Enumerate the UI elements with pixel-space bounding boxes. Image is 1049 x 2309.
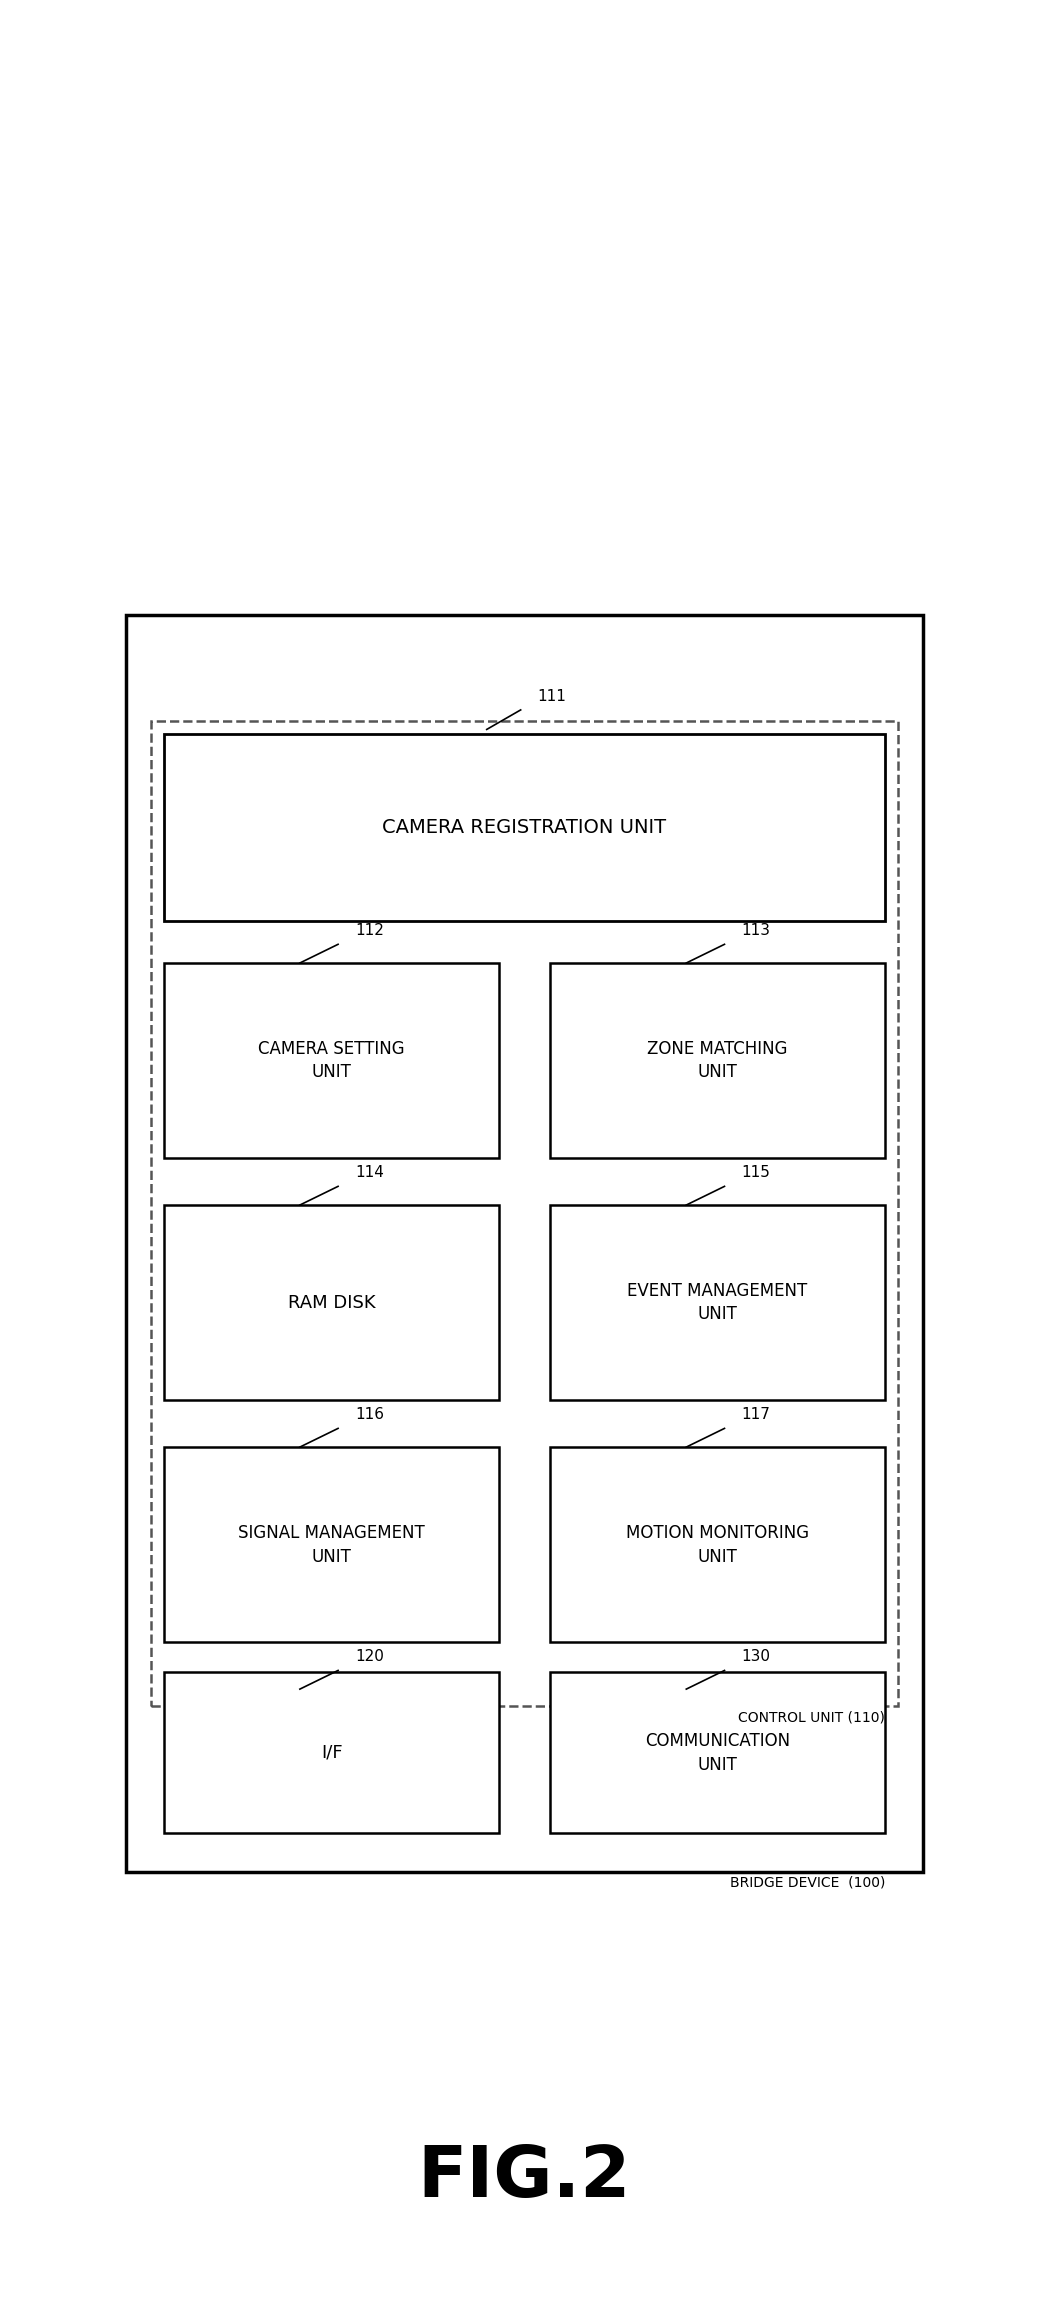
- Bar: [164, 963, 499, 1159]
- Text: 112: 112: [355, 924, 384, 937]
- Text: COMMUNICATION
UNIT: COMMUNICATION UNIT: [645, 1732, 790, 1773]
- Text: 130: 130: [742, 1649, 770, 1665]
- Text: CAMERA SETTING
UNIT: CAMERA SETTING UNIT: [258, 1039, 405, 1081]
- Text: 115: 115: [742, 1164, 770, 1180]
- Text: EVENT MANAGEMENT
UNIT: EVENT MANAGEMENT UNIT: [627, 1281, 808, 1323]
- Bar: [550, 1448, 885, 1642]
- Text: SIGNAL MANAGEMENT
UNIT: SIGNAL MANAGEMENT UNIT: [238, 1524, 425, 1566]
- Text: 116: 116: [355, 1406, 384, 1422]
- Bar: [550, 1205, 885, 1399]
- Text: RAM DISK: RAM DISK: [287, 1293, 376, 1312]
- Text: 117: 117: [742, 1406, 770, 1422]
- Text: ZONE MATCHING
UNIT: ZONE MATCHING UNIT: [647, 1039, 788, 1081]
- Text: 120: 120: [355, 1649, 384, 1665]
- Text: CAMERA REGISTRATION UNIT: CAMERA REGISTRATION UNIT: [383, 817, 666, 836]
- Text: I/F: I/F: [321, 1743, 343, 1762]
- Text: CONTROL UNIT (110): CONTROL UNIT (110): [738, 1711, 885, 1725]
- Bar: [164, 1448, 499, 1642]
- Text: 114: 114: [355, 1164, 384, 1180]
- Bar: [164, 734, 885, 921]
- Text: 111: 111: [538, 688, 566, 704]
- Text: FIG.2: FIG.2: [418, 2143, 631, 2212]
- Bar: [126, 614, 923, 1873]
- Text: MOTION MONITORING
UNIT: MOTION MONITORING UNIT: [625, 1524, 809, 1566]
- Bar: [151, 720, 898, 1706]
- Text: BRIDGE DEVICE  (100): BRIDGE DEVICE (100): [730, 1875, 885, 1891]
- Text: 113: 113: [742, 924, 770, 937]
- Bar: [550, 1672, 885, 1833]
- Bar: [164, 1672, 499, 1833]
- Bar: [550, 963, 885, 1159]
- Bar: [164, 1205, 499, 1399]
